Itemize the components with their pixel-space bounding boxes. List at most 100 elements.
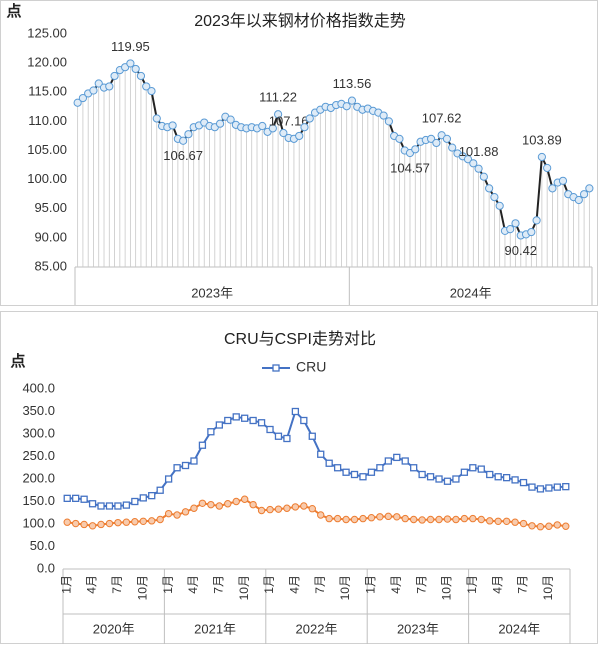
marker <box>435 515 443 524</box>
x-tick-label: 4月 <box>288 575 302 594</box>
marker <box>105 519 114 528</box>
data-label: 107.62 <box>422 111 462 126</box>
marker <box>452 515 460 524</box>
x-tick-label: 7月 <box>516 575 530 594</box>
marker <box>384 512 393 521</box>
group-label: 2021年 <box>194 621 236 636</box>
marker <box>460 468 469 476</box>
x-tick-label: 7月 <box>414 575 428 594</box>
marker <box>367 514 376 522</box>
marker <box>89 86 98 95</box>
marker <box>333 464 342 472</box>
marker <box>548 184 557 193</box>
marker <box>469 464 477 472</box>
marker <box>435 475 443 483</box>
marker <box>442 134 452 143</box>
marker <box>71 519 80 528</box>
y-tick-label: 110.00 <box>28 113 67 128</box>
marker <box>384 457 392 465</box>
marker <box>131 497 139 506</box>
marker <box>537 152 546 162</box>
marker <box>528 483 536 491</box>
data-label: 103.89 <box>522 132 562 147</box>
marker <box>418 470 426 479</box>
marker <box>527 227 536 237</box>
marker <box>308 432 316 440</box>
marker <box>410 464 418 472</box>
marker <box>249 500 257 509</box>
marker <box>495 201 504 210</box>
group-label: 2024年 <box>450 285 492 300</box>
marker <box>224 416 232 425</box>
marker <box>469 514 477 523</box>
x-tick-label: 1月 <box>465 575 479 594</box>
marker <box>300 416 308 425</box>
marker <box>443 477 452 485</box>
marker <box>528 522 536 530</box>
marker <box>94 79 103 88</box>
x-tick-label: 10月 <box>338 575 352 600</box>
marker <box>274 432 283 440</box>
marker <box>181 508 190 516</box>
marker <box>376 513 384 521</box>
marker <box>97 520 105 529</box>
marker <box>110 71 119 81</box>
marker <box>393 513 401 521</box>
marker <box>73 98 82 107</box>
chart-title: CRU与CSPI走势对比 <box>224 330 376 348</box>
marker <box>545 484 553 492</box>
x-tick-label: 1月 <box>161 575 175 594</box>
marker <box>300 123 309 132</box>
marker <box>164 475 173 483</box>
marker <box>88 500 97 508</box>
x-tick-label: 10月 <box>541 575 555 600</box>
marker <box>240 495 249 503</box>
marker <box>156 486 164 494</box>
marker <box>411 145 420 154</box>
marker <box>179 136 188 145</box>
y-axis-unit: 点 <box>6 3 21 20</box>
marker <box>257 506 266 515</box>
x-tick-label: 4月 <box>490 575 504 594</box>
group-label: 2022年 <box>296 621 338 636</box>
marker <box>325 514 333 523</box>
marker <box>511 219 520 228</box>
marker <box>384 117 393 126</box>
marker <box>562 522 570 530</box>
marker <box>325 459 333 467</box>
marker <box>376 464 384 472</box>
group-label: 2023年 <box>191 285 233 300</box>
marker <box>347 96 357 105</box>
marker <box>486 470 494 479</box>
legend-label: CRU <box>296 359 326 375</box>
marker <box>477 465 485 473</box>
marker <box>432 138 441 148</box>
marker <box>279 128 288 138</box>
marker <box>139 517 147 525</box>
marker <box>184 130 193 139</box>
marker <box>164 509 173 518</box>
y-tick-label: 85.00 <box>34 258 67 273</box>
y-tick-label: 150.0 <box>22 493 55 508</box>
marker <box>553 521 562 529</box>
marker <box>173 511 181 519</box>
marker <box>452 475 460 483</box>
group-label: 2020年 <box>93 621 135 636</box>
marker <box>226 115 235 124</box>
marker <box>72 494 80 503</box>
marker <box>131 64 140 74</box>
x-tick-label: 4月 <box>389 575 403 594</box>
data-label: 113.56 <box>333 76 372 91</box>
marker <box>258 121 267 131</box>
marker <box>418 516 426 524</box>
x-tick-label: 7月 <box>313 575 327 594</box>
marker <box>401 514 409 523</box>
marker <box>474 164 483 173</box>
data-label: 104.57 <box>390 160 430 175</box>
y-tick-label: 90.00 <box>34 229 67 244</box>
marker <box>105 82 114 91</box>
marker <box>190 504 198 512</box>
marker <box>207 500 215 509</box>
x-tick-label: 1月 <box>364 575 378 594</box>
marker <box>506 225 515 234</box>
